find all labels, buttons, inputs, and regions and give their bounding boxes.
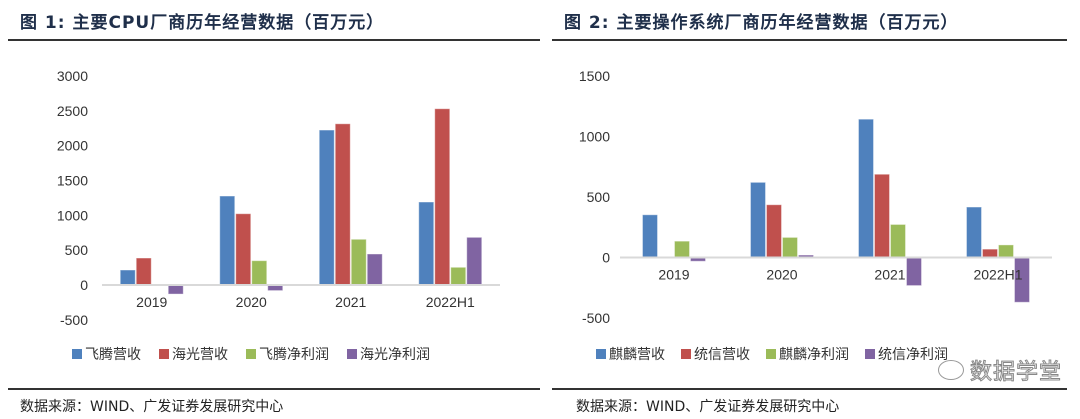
bar-飞腾营收-2019	[119, 269, 136, 286]
y-tick-label: -500	[60, 312, 88, 328]
bar-麒麟营收-2021	[858, 118, 874, 258]
y-tick-label: 1500	[579, 68, 610, 84]
legend-swatch	[72, 349, 82, 359]
legend-label: 统信净利润	[878, 347, 948, 363]
title-divider	[552, 39, 1067, 41]
bar-飞腾营收-2022H1	[418, 201, 435, 286]
x-category-label: 2022H1	[973, 267, 1022, 283]
bar-统信净利润-2021	[906, 257, 922, 287]
bar-麒麟净利润-2020	[782, 236, 798, 259]
y-tick-label: 0	[602, 250, 610, 266]
legend-label: 飞腾营收	[85, 347, 141, 363]
os-vendor-bar-chart: -500 0 500 1000 1500 2019 2020 2021 2022H1	[579, 68, 1052, 326]
figure-2-panel: 图 2: 主要操作系统厂商历年经营数据（百万元） -500 0 500 1000 150…	[552, 0, 1080, 419]
legend-item: 麒麟净利润	[766, 344, 849, 364]
legend-item: 飞腾营收	[72, 344, 141, 364]
y-tick-label: 1500	[57, 173, 88, 189]
watermark: 数据学堂	[938, 354, 1062, 386]
legend-label: 统信营收	[694, 347, 750, 363]
bar-海光营收-2020	[235, 213, 252, 286]
legend-label: 飞腾净利润	[259, 347, 329, 363]
bar-麒麟净利润-2021	[890, 223, 906, 258]
legend-label: 麒麟营收	[609, 347, 665, 363]
legend-swatch	[766, 349, 776, 359]
bar-麒麟营收-2020	[750, 181, 766, 258]
watermark-text: 数据学堂	[969, 360, 1063, 386]
bar-麒麟净利润-2022H1	[998, 244, 1014, 258]
x-category-label: 2019	[136, 294, 167, 310]
bar-统信营收-2021	[874, 173, 890, 258]
bar-飞腾营收-2020	[219, 195, 236, 286]
bar-飞腾净利润-2022H1	[450, 266, 467, 286]
y-tick-label: 0	[80, 277, 88, 293]
bar-飞腾净利润-2021	[350, 238, 367, 286]
legend-item: 海光营收	[159, 344, 228, 364]
legend-item: 海光净利润	[347, 344, 430, 364]
figure-2-source: 数据来源：WIND、广发证券发展研究中心	[576, 399, 840, 415]
bar-飞腾净利润-2020	[251, 260, 268, 286]
bar-飞腾营收-2021	[318, 129, 335, 286]
legend-swatch	[347, 349, 357, 359]
legend-swatch	[596, 349, 606, 359]
bar-海光净利润-2022H1	[466, 236, 483, 286]
bar-海光营收-2021	[334, 123, 351, 286]
cpu-vendor-bar-chart: -500 0 500 1000 1500 2000 2500 3000 2019 2020 2021…	[57, 68, 500, 328]
y-tick-label: 500	[65, 242, 89, 258]
y-tick-label: 2000	[57, 138, 88, 154]
x-category-label: 2020	[766, 267, 797, 283]
y-tick-label: 1000	[579, 129, 610, 145]
legend-item: 统信净利润	[865, 344, 948, 364]
x-category-label: 2022H1	[426, 294, 475, 310]
chart-2-legend: 麒麟营收 统信营收 麒麟净利润 统信净利润	[596, 344, 948, 364]
source-divider	[8, 388, 540, 390]
y-tick-label: 3000	[57, 68, 88, 84]
legend-swatch	[246, 349, 256, 359]
legend-label: 海光净利润	[360, 347, 430, 363]
figure-1-source: 数据来源：WIND、广发证券发展研究中心	[20, 399, 284, 415]
legend-item: 统信营收	[681, 344, 750, 364]
title-divider	[8, 39, 540, 41]
bar-麒麟营收-2019	[642, 214, 658, 259]
bar-海光净利润-2021	[366, 253, 383, 286]
x-category-label: 2021	[335, 294, 366, 310]
legend-swatch	[159, 349, 169, 359]
figure-2-title: 图 2: 主要操作系统厂商历年经营数据（百万元）	[564, 13, 959, 33]
bar-统信营收-2020	[766, 204, 782, 259]
legend-item: 飞腾净利润	[246, 344, 329, 364]
legend-label: 麒麟净利润	[779, 347, 849, 363]
chart-1-legend: 飞腾营收 海光营收 飞腾净利润 海光净利润	[72, 344, 430, 364]
legend-swatch	[681, 349, 691, 359]
x-category-label: 2019	[658, 267, 689, 283]
wechat-bubble-icon	[938, 360, 964, 380]
y-tick-label: 500	[587, 189, 611, 205]
legend-item: 麒麟营收	[596, 344, 665, 364]
x-category-label: 2020	[236, 294, 267, 310]
x-category-label: 2021	[874, 267, 905, 283]
figure-1-panel: 图 1: 主要CPU厂商历年经营数据（百万元） -500 0 500 1000 1500…	[8, 13, 540, 415]
bar-麒麟营收-2022H1	[966, 206, 982, 258]
source-divider	[552, 388, 1067, 390]
figure-1-title: 图 1: 主要CPU厂商历年经营数据（百万元）	[20, 13, 385, 33]
y-tick-label: 2500	[57, 103, 88, 119]
bar-麒麟净利润-2019	[674, 240, 690, 258]
bar-统信营收-2022H1	[982, 248, 998, 259]
y-tick-label: 1000	[57, 207, 88, 223]
y-tick-label: -500	[582, 310, 610, 326]
bar-海光营收-2019	[135, 257, 152, 286]
bar-海光净利润-2019	[167, 284, 184, 295]
bar-海光营收-2022H1	[434, 108, 451, 286]
legend-swatch	[865, 349, 875, 359]
legend-label: 海光营收	[172, 347, 228, 363]
